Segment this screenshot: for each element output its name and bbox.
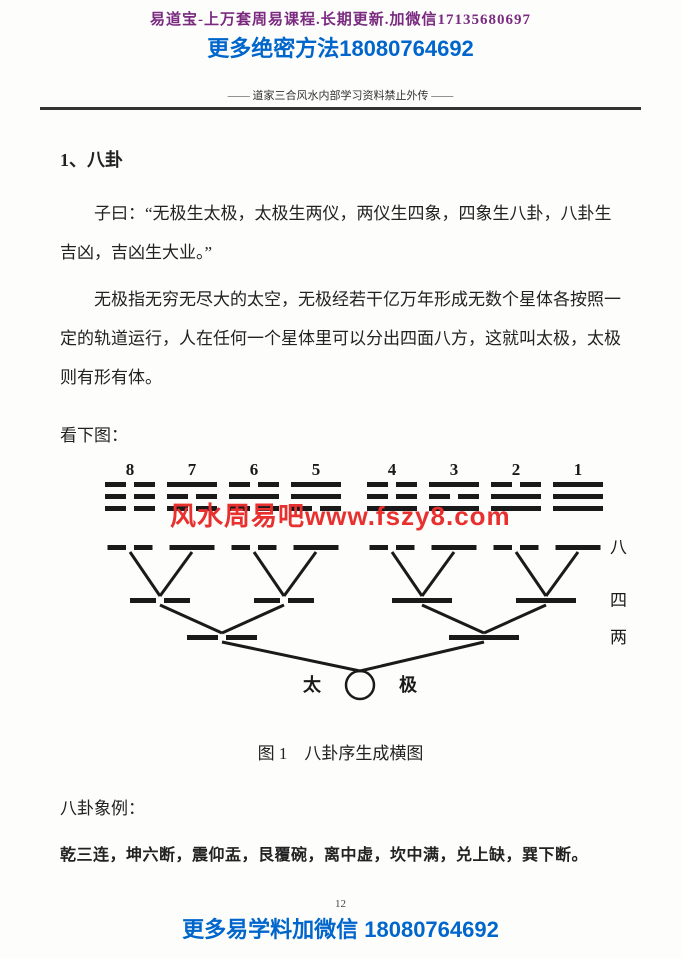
top-banner-promo: 易道宝-上万套周易课程.长期更新.加微信17135680697 — [0, 0, 681, 29]
header-rule-text: 道家三合风水内部学习资料禁止外传 — [253, 90, 429, 102]
header-rule: 道家三合风水内部学习资料禁止外传 — [40, 87, 641, 110]
page-number: 12 — [0, 898, 681, 910]
svg-text:3: 3 — [450, 460, 459, 479]
svg-text:5: 5 — [312, 460, 321, 479]
svg-text:四 象: 四 象 — [610, 591, 640, 610]
svg-text:八 卦: 八 卦 — [610, 538, 640, 557]
svg-text:8: 8 — [126, 460, 135, 479]
see-below-label: 看下图： — [60, 421, 621, 446]
svg-text:1: 1 — [574, 460, 583, 479]
svg-text:6: 6 — [250, 460, 259, 479]
svg-text:极: 极 — [399, 675, 418, 695]
section-title: 1、八卦 — [60, 146, 621, 172]
watermark-text: 风水周易吧www.fszy8.com — [170, 496, 511, 533]
page-content: 1、八卦 子曰：“无极生太极，太极生两仪，两仪生四象，四象生八卦，八卦生吉凶，吉… — [0, 116, 681, 865]
svg-text:4: 4 — [388, 460, 397, 479]
top-banner-phone: 更多绝密方法18080764692 — [0, 29, 681, 67]
paragraph-2: 无极指无穷无尽大的太空，无极经若干亿万年形成无数个星体各按照一定的轨道运行，人在… — [60, 280, 621, 397]
bagua-examples-heading: 八卦象例： — [60, 794, 621, 819]
svg-text:7: 7 — [188, 460, 197, 479]
figure-caption: 图 1 八卦序生成横图 — [60, 739, 621, 764]
svg-text:两 仪: 两 仪 — [610, 628, 640, 647]
bagua-mnemonic: 乾三连，坤六断，震仰盂，艮覆碗，离中虚，坎中满，兑上缺，巽下断。 — [60, 841, 621, 865]
svg-text:2: 2 — [512, 460, 521, 479]
paragraph-1: 子曰：“无极生太极，太极生两仪，两仪生四象，四象生八卦，八卦生吉凶，吉凶生大业。… — [60, 194, 621, 272]
bottom-banner: 更多易学料加微信 18080764692 — [0, 912, 681, 944]
svg-text:太: 太 — [303, 674, 322, 695]
bagua-diagram: 风水周易吧www.fszy8.com 8 7 6 5 4 3 2 1 太 极 八 卦四 象两 仪 — [40, 460, 641, 735]
